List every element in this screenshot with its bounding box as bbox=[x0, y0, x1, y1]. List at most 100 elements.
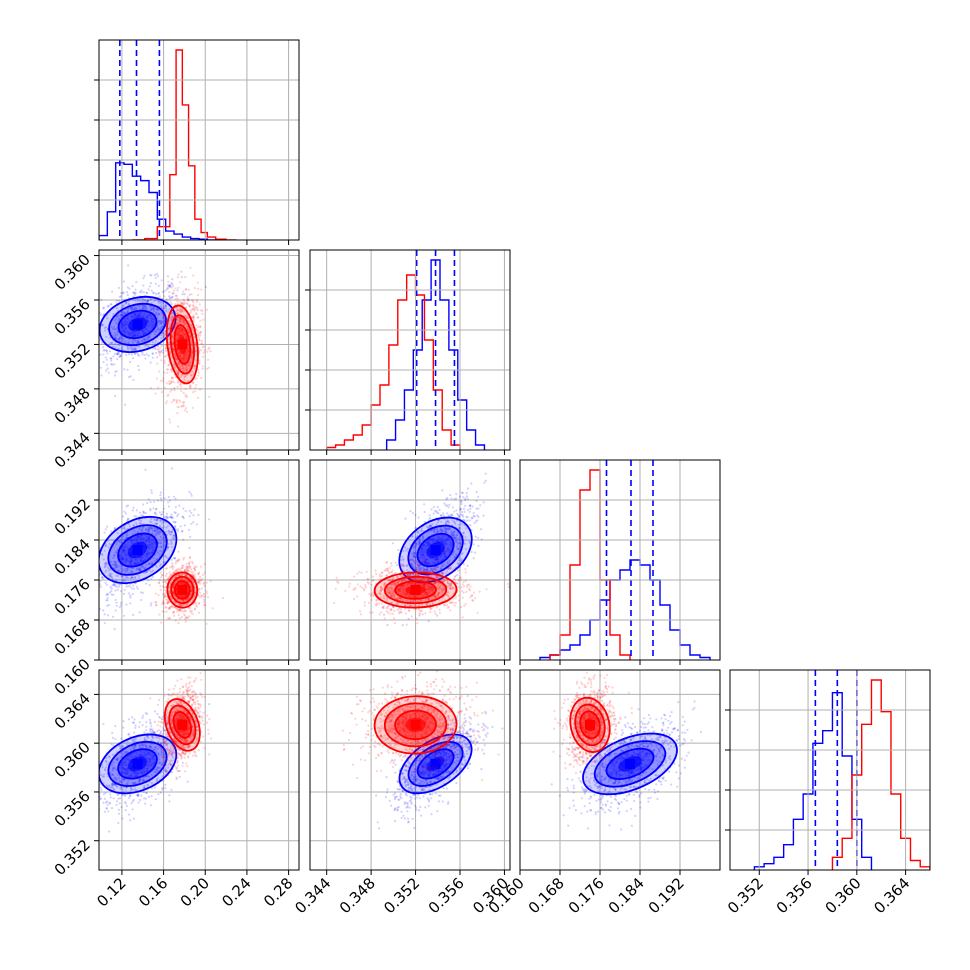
blue-histogram-line bbox=[99, 162, 216, 240]
blue-sample-point bbox=[91, 310, 93, 312]
blue-sample-point bbox=[105, 544, 108, 548]
blue-sample-point bbox=[126, 346, 129, 349]
blue-sample-point bbox=[169, 284, 172, 287]
blue-sample-point bbox=[156, 312, 159, 315]
blue-sample-point bbox=[126, 576, 129, 579]
blue-sample-point bbox=[482, 501, 485, 504]
blue-sample-point bbox=[110, 341, 113, 345]
red-sample-point bbox=[163, 336, 166, 340]
red-sample-point bbox=[162, 377, 165, 380]
blue-sample-point bbox=[138, 340, 141, 343]
blue-sample-point bbox=[125, 558, 128, 561]
blue-sample-point bbox=[132, 613, 135, 617]
red-sample-point bbox=[167, 368, 170, 371]
blue-sample-point bbox=[134, 334, 137, 337]
red-sample-point bbox=[188, 564, 191, 568]
red-sample-point bbox=[195, 359, 198, 362]
blue-sample-point bbox=[168, 296, 172, 299]
blue-sample-point bbox=[159, 491, 162, 494]
blue-sample-point bbox=[99, 366, 102, 369]
red-sample-point bbox=[175, 294, 178, 297]
red-sample-point bbox=[359, 613, 363, 616]
blue-sample-point bbox=[122, 280, 125, 283]
blue-sample-point bbox=[103, 306, 106, 309]
red-sample-point bbox=[180, 317, 183, 320]
red-sample-point bbox=[169, 301, 172, 304]
red-sample-point bbox=[178, 326, 181, 329]
blue-sample-point bbox=[123, 549, 126, 553]
blue-sample-point bbox=[159, 350, 162, 353]
blue-sample-point bbox=[158, 322, 161, 325]
red-sample-point bbox=[193, 608, 196, 611]
red-sample-point bbox=[203, 349, 206, 352]
red-sample-point bbox=[461, 596, 464, 599]
blue-sample-point bbox=[159, 320, 162, 323]
red-sample-point bbox=[192, 391, 195, 394]
blue-sample-point bbox=[463, 510, 466, 513]
red-sample-point bbox=[162, 332, 165, 335]
blue-sample-point bbox=[101, 553, 104, 557]
blue-sample-point bbox=[123, 551, 126, 554]
red-sample-point bbox=[197, 572, 200, 575]
blue-sample-point bbox=[99, 353, 102, 356]
blue-sample-point bbox=[148, 529, 151, 533]
blue-sample-point bbox=[117, 343, 120, 346]
blue-sample-point bbox=[160, 279, 163, 282]
blue-sample-point bbox=[87, 319, 89, 321]
blue-sample-point bbox=[174, 557, 177, 560]
red-sample-point bbox=[176, 560, 179, 563]
blue-sample-point bbox=[455, 509, 458, 512]
blue-sample-point bbox=[484, 472, 487, 475]
blue-sample-point bbox=[91, 340, 93, 342]
blue-sample-point bbox=[423, 510, 426, 514]
red-sample-point bbox=[175, 334, 178, 337]
red-sample-point bbox=[183, 333, 186, 336]
blue-sample-point bbox=[113, 554, 116, 557]
blue-sample-point bbox=[156, 348, 159, 351]
red-sample-point bbox=[199, 575, 202, 578]
blue-sample-point bbox=[140, 339, 143, 342]
blue-sample-point bbox=[85, 575, 87, 577]
red-sample-point bbox=[190, 326, 194, 329]
red-sample-point bbox=[184, 352, 188, 355]
red-sample-point bbox=[180, 581, 183, 585]
red-sample-point bbox=[191, 316, 194, 319]
red-sample-point bbox=[165, 598, 168, 601]
blue-sample-point bbox=[469, 507, 472, 510]
red-sample-point bbox=[185, 603, 188, 606]
blue-sample-point bbox=[143, 338, 147, 341]
blue-sample-point bbox=[157, 350, 161, 353]
red-sample-point bbox=[176, 425, 180, 428]
blue-sample-point bbox=[93, 339, 95, 341]
red-sample-point bbox=[507, 582, 510, 586]
blue-sample-point bbox=[104, 356, 107, 359]
blue-sample-point bbox=[126, 568, 129, 571]
red-sample-point bbox=[191, 350, 194, 353]
blue-sample-point bbox=[168, 295, 171, 298]
blue-sample-point bbox=[131, 285, 134, 288]
blue-sample-point bbox=[155, 557, 158, 561]
blue-sample-point bbox=[472, 557, 475, 560]
blue-sample-point bbox=[170, 530, 173, 534]
blue-sample-point bbox=[122, 338, 125, 341]
red-sample-point bbox=[177, 334, 180, 337]
blue-sample-point bbox=[160, 325, 164, 328]
red-sample-point bbox=[184, 407, 187, 410]
red-sample-point bbox=[158, 352, 161, 355]
blue-sample-point bbox=[151, 326, 154, 330]
blue-sample-point bbox=[161, 351, 165, 354]
blue-sample-point bbox=[171, 516, 175, 519]
blue-sample-point bbox=[139, 568, 142, 572]
red-sample-point bbox=[196, 306, 199, 309]
red-sample-point bbox=[187, 569, 190, 572]
red-sample-point bbox=[192, 274, 195, 277]
blue-sample-point bbox=[160, 333, 163, 337]
blue-sample-point bbox=[122, 314, 125, 317]
red-sample-point bbox=[179, 327, 182, 330]
blue-sample-point bbox=[146, 320, 149, 323]
blue-sample-point bbox=[146, 552, 149, 556]
blue-sample-point bbox=[150, 542, 153, 545]
blue-sample-point bbox=[135, 522, 138, 525]
blue-sample-point bbox=[138, 528, 141, 531]
red-sample-point bbox=[191, 562, 194, 565]
